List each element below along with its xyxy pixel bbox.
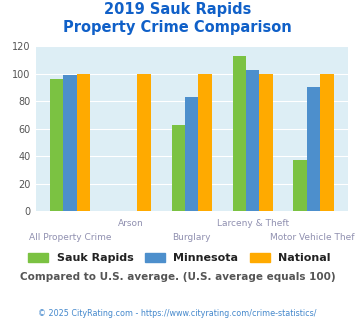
Text: Motor Vehicle Theft: Motor Vehicle Theft — [269, 233, 355, 242]
Bar — [233, 56, 246, 211]
Bar — [50, 79, 63, 211]
Bar — [77, 74, 90, 211]
Bar — [198, 74, 212, 211]
Text: All Property Crime: All Property Crime — [28, 233, 111, 242]
Text: © 2025 CityRating.com - https://www.cityrating.com/crime-statistics/: © 2025 CityRating.com - https://www.city… — [38, 309, 317, 317]
Text: Property Crime Comparison: Property Crime Comparison — [63, 20, 292, 35]
Bar — [260, 74, 273, 211]
Text: Arson: Arson — [118, 219, 144, 228]
Bar — [63, 75, 77, 211]
Text: Larceny & Theft: Larceny & Theft — [217, 219, 289, 228]
Legend: Sauk Rapids, Minnesota, National: Sauk Rapids, Minnesota, National — [23, 248, 335, 268]
Bar — [246, 70, 260, 211]
Bar — [307, 87, 320, 211]
Text: Burglary: Burglary — [173, 233, 211, 242]
Bar — [171, 124, 185, 211]
Bar — [185, 97, 198, 211]
Bar — [137, 74, 151, 211]
Bar — [294, 160, 307, 211]
Bar — [320, 74, 334, 211]
Text: Compared to U.S. average. (U.S. average equals 100): Compared to U.S. average. (U.S. average … — [20, 272, 335, 282]
Text: 2019 Sauk Rapids: 2019 Sauk Rapids — [104, 2, 251, 16]
